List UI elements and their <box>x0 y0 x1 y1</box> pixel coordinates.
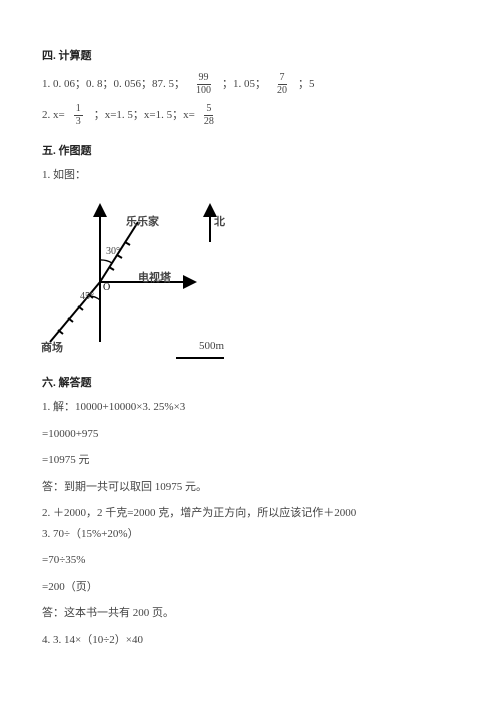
angle-30: 30° <box>106 244 120 259</box>
ans-line-6: 3. 70÷（15%+20%） <box>42 526 458 543</box>
ans-line-5: 2. ＋2000，2 千克=2000 克，增产为正方向，所以应该记作＋2000 <box>42 505 458 522</box>
text: 2. x= <box>42 107 65 124</box>
ans-line-4: 答：到期一共可以取回 10975 元。 <box>42 479 458 496</box>
ans-line-7: =70÷35% <box>42 552 458 569</box>
section-5-title: 五. 作图题 <box>42 143 458 160</box>
ans-line-8: =200（页） <box>42 579 458 596</box>
label-tower: 电视塔 <box>138 270 171 287</box>
diagram: O 乐乐家 北 电视塔 商场 30° 45° 500m <box>38 192 238 367</box>
fraction-5-28: 5 28 <box>204 104 214 127</box>
angle-45: 45° <box>80 289 94 304</box>
text: ；1. 05； <box>222 76 266 93</box>
ans-line-9: 答：这本书一共有 200 页。 <box>42 605 458 622</box>
section-6-title: 六. 解答题 <box>42 375 458 392</box>
scale-label: 500m <box>199 338 224 355</box>
ans-line-10: 4. 3. 14×（10÷2）×40 <box>42 632 458 649</box>
calc-line-1: 1. 0. 06；0. 8；0. 056；87. 5； 99 100 ；1. 0… <box>42 73 458 96</box>
label-lele: 乐乐家 <box>126 214 159 231</box>
fraction-7-20: 7 20 <box>277 73 287 96</box>
label-north: 北 <box>214 214 225 231</box>
fraction-1-3: 1 3 <box>74 104 83 127</box>
text: ；x=1. 5；x=1. 5；x= <box>94 107 195 124</box>
fraction-99-100: 99 100 <box>196 73 211 96</box>
text: 1. 0. 06；0. 8；0. 056；87. 5； <box>42 76 185 93</box>
text: ；5 <box>298 76 315 93</box>
section-4-title: 四. 计算题 <box>42 48 458 65</box>
svg-text:O: O <box>103 282 110 293</box>
label-shop: 商场 <box>41 340 63 357</box>
ans-line-1: 1. 解：10000+10000×3. 25%×3 <box>42 399 458 416</box>
calc-line-2: 2. x= 1 3 ；x=1. 5；x=1. 5；x= 5 28 <box>42 104 458 127</box>
scale-bar <box>176 357 224 359</box>
ans-line-2: =10000+975 <box>42 426 458 443</box>
drawing-line-1: 1. 如图： <box>42 167 458 184</box>
ans-line-3: =10975 元 <box>42 452 458 469</box>
